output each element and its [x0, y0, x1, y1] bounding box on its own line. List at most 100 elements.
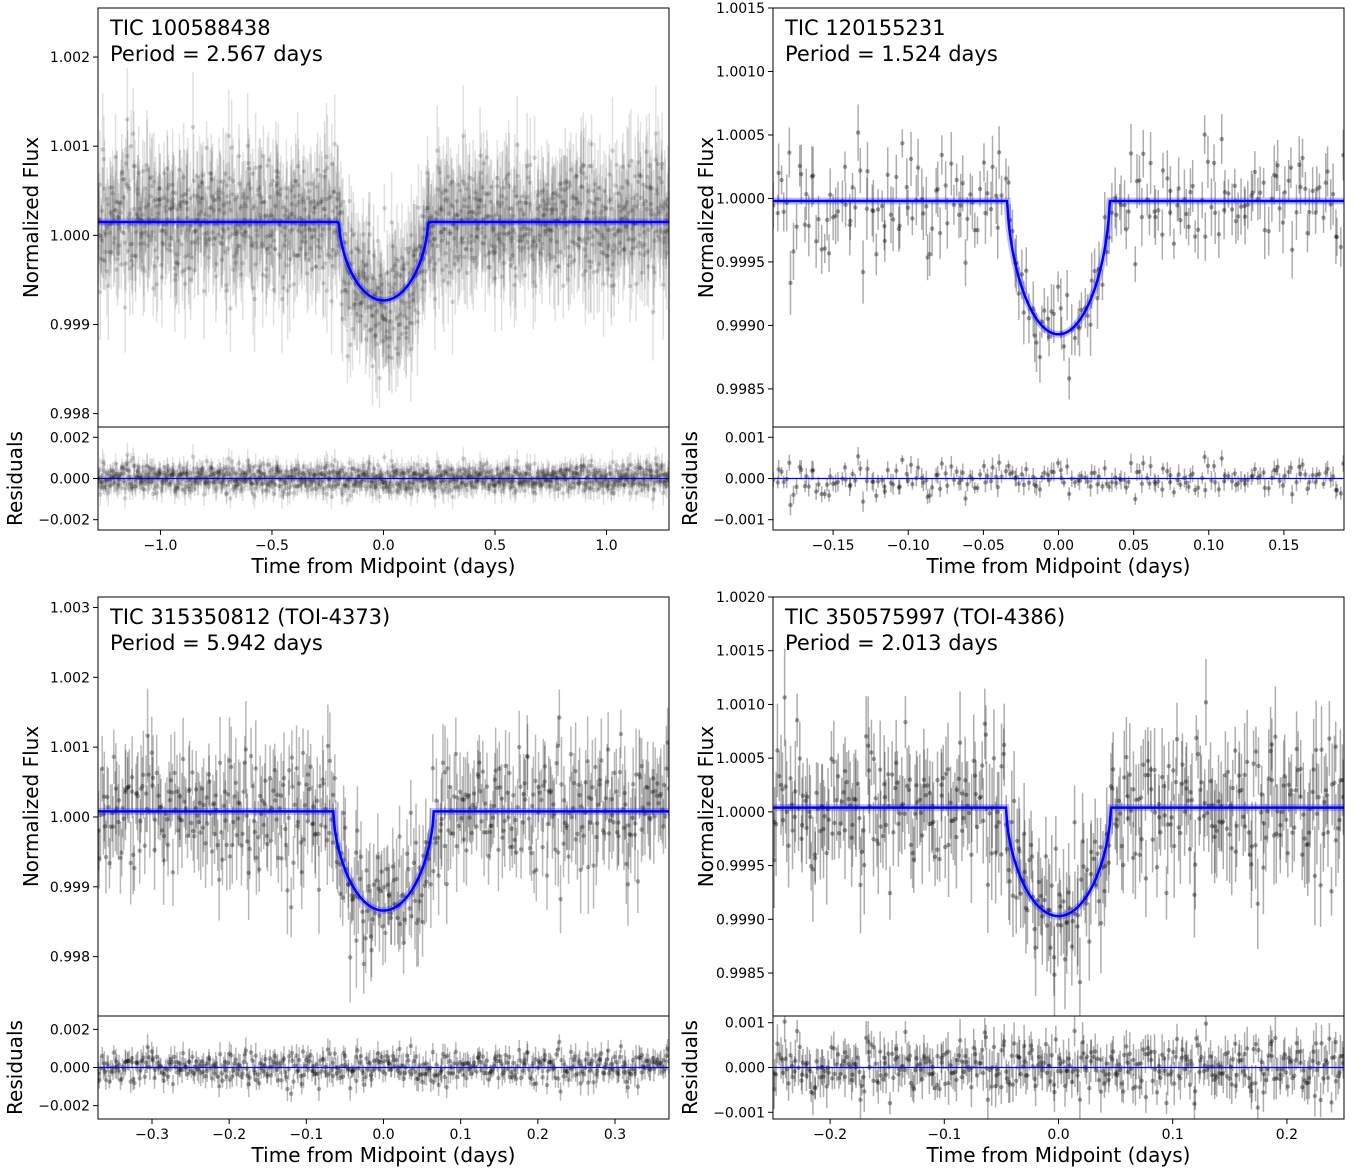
data-point: [407, 293, 412, 298]
data-point: [471, 238, 477, 244]
data-point: [584, 240, 589, 246]
data-point: [622, 247, 627, 253]
data-point: [613, 246, 619, 251]
data-point: [522, 273, 528, 278]
data-point: [115, 256, 120, 262]
data-point: [562, 187, 567, 193]
data-point: [332, 230, 337, 236]
data-point: [431, 267, 437, 272]
data-point: [485, 265, 491, 270]
data-point: [626, 181, 631, 187]
data-point: [453, 212, 458, 217]
data-point: [399, 255, 405, 261]
data-point: [203, 239, 208, 244]
data-point: [269, 234, 274, 239]
data-point: [224, 288, 229, 293]
data-point: [536, 192, 541, 198]
residual-point: [377, 494, 382, 499]
data-point: [448, 181, 453, 187]
data-point: [406, 305, 412, 310]
data-point: [607, 172, 612, 177]
data-point: [621, 204, 626, 210]
data-point: [124, 181, 129, 187]
data-point: [388, 309, 393, 314]
data-point: [309, 181, 314, 186]
data-point: [341, 279, 347, 284]
data-point: [172, 277, 178, 283]
data-point: [561, 207, 567, 213]
data-point: [286, 215, 291, 220]
data-point: [234, 194, 240, 200]
data-point: [458, 209, 463, 214]
data-point: [208, 204, 214, 210]
data-point: [283, 237, 289, 243]
data-point: [365, 288, 370, 293]
data-point: [377, 375, 382, 381]
data-point: [503, 196, 508, 201]
data-point: [435, 243, 440, 249]
data-point: [574, 173, 580, 179]
data-point: [454, 212, 460, 218]
data-point: [505, 231, 511, 236]
data-point: [211, 236, 217, 242]
data-point: [207, 171, 213, 176]
data-point: [607, 227, 613, 233]
data-point: [201, 231, 207, 237]
data-point: [614, 162, 619, 168]
data-point: [177, 167, 182, 172]
data-point: [400, 266, 405, 271]
data-point: [223, 171, 228, 176]
data-point: [446, 280, 451, 286]
data-point: [185, 200, 190, 205]
data-point: [380, 314, 386, 320]
data-point: [592, 181, 598, 187]
data-point: [587, 229, 593, 235]
residual-point: [382, 454, 387, 460]
data-point: [176, 238, 181, 243]
data-point: [152, 264, 157, 269]
data-point: [229, 192, 235, 197]
data-point: [240, 261, 245, 266]
data-point: [328, 254, 333, 260]
data-point: [369, 314, 375, 319]
data-point: [230, 267, 236, 272]
data-point: [631, 222, 636, 228]
data-point: [532, 155, 537, 160]
data-point: [392, 264, 397, 269]
data-point: [227, 176, 233, 181]
data-point: [551, 254, 556, 260]
data-point: [195, 194, 200, 199]
data-point: [226, 200, 232, 205]
data-point: [613, 183, 618, 188]
data-point: [321, 206, 326, 212]
data-point: [485, 213, 490, 218]
data-point: [312, 205, 318, 210]
data-point: [102, 186, 107, 191]
data-point: [521, 245, 526, 250]
data-point: [315, 167, 320, 173]
data-point: [464, 186, 469, 192]
data-point: [354, 312, 360, 317]
data-point: [118, 210, 124, 215]
data-point: [261, 199, 266, 205]
data-point: [447, 229, 452, 234]
data-point: [635, 160, 641, 165]
data-point: [216, 232, 221, 237]
data-point: [232, 231, 238, 237]
data-point: [115, 215, 121, 220]
data-point: [344, 290, 349, 295]
data-point: [556, 264, 561, 270]
data-point: [218, 190, 224, 195]
data-point: [336, 212, 342, 217]
data-point: [335, 197, 340, 203]
data-point: [402, 267, 407, 272]
data-point: [218, 179, 223, 184]
data-point: [428, 259, 433, 264]
data-point: [161, 171, 167, 176]
data-point: [154, 216, 159, 221]
data-point: [371, 291, 377, 297]
data-point: [130, 131, 136, 136]
data-point: [549, 207, 554, 212]
data-point: [546, 201, 551, 206]
data-point: [285, 263, 290, 268]
